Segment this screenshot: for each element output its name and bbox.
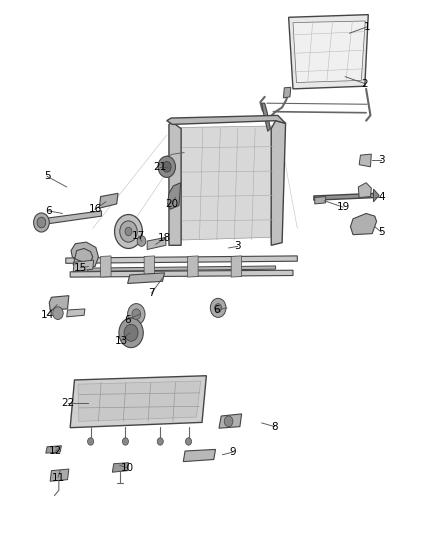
Circle shape bbox=[157, 438, 163, 445]
Polygon shape bbox=[184, 449, 215, 462]
Text: 16: 16 bbox=[88, 204, 102, 214]
Text: 11: 11 bbox=[51, 473, 64, 482]
Polygon shape bbox=[169, 122, 181, 245]
Polygon shape bbox=[39, 211, 102, 225]
Text: 7: 7 bbox=[148, 288, 155, 298]
Text: 1: 1 bbox=[364, 22, 370, 32]
Polygon shape bbox=[187, 256, 198, 277]
Circle shape bbox=[37, 217, 46, 228]
Polygon shape bbox=[70, 376, 206, 427]
Text: 2: 2 bbox=[361, 78, 368, 88]
Polygon shape bbox=[50, 469, 69, 481]
Polygon shape bbox=[78, 381, 201, 421]
Polygon shape bbox=[358, 183, 371, 198]
Polygon shape bbox=[113, 463, 128, 472]
Polygon shape bbox=[173, 126, 274, 240]
Polygon shape bbox=[49, 296, 69, 310]
Text: 20: 20 bbox=[166, 199, 179, 209]
Polygon shape bbox=[167, 115, 286, 124]
Text: 3: 3 bbox=[378, 156, 385, 165]
Circle shape bbox=[158, 156, 176, 177]
Circle shape bbox=[215, 304, 222, 312]
Polygon shape bbox=[168, 183, 181, 209]
Polygon shape bbox=[314, 193, 375, 200]
Polygon shape bbox=[374, 189, 379, 202]
Text: 13: 13 bbox=[114, 336, 128, 346]
Polygon shape bbox=[359, 154, 371, 167]
Polygon shape bbox=[283, 87, 291, 98]
Circle shape bbox=[210, 298, 226, 317]
Text: 6: 6 bbox=[45, 206, 52, 216]
Text: 5: 5 bbox=[44, 172, 50, 181]
Polygon shape bbox=[293, 21, 365, 83]
Circle shape bbox=[137, 236, 146, 246]
Text: 10: 10 bbox=[121, 463, 134, 473]
Text: 22: 22 bbox=[61, 398, 74, 408]
Polygon shape bbox=[147, 237, 166, 249]
Text: 21: 21 bbox=[154, 162, 167, 172]
Polygon shape bbox=[66, 256, 297, 263]
Polygon shape bbox=[144, 256, 155, 277]
Text: 19: 19 bbox=[336, 202, 350, 212]
Text: 12: 12 bbox=[49, 446, 63, 456]
Circle shape bbox=[132, 309, 141, 319]
Text: 5: 5 bbox=[378, 227, 385, 237]
Circle shape bbox=[124, 324, 138, 341]
Polygon shape bbox=[67, 309, 85, 317]
Polygon shape bbox=[70, 270, 293, 277]
Text: 6: 6 bbox=[124, 314, 131, 325]
Polygon shape bbox=[271, 120, 286, 245]
Polygon shape bbox=[127, 273, 165, 284]
Polygon shape bbox=[71, 242, 99, 269]
Circle shape bbox=[34, 213, 49, 232]
Polygon shape bbox=[261, 103, 270, 131]
Polygon shape bbox=[315, 197, 325, 204]
Text: 6: 6 bbox=[213, 305, 220, 315]
Text: 8: 8 bbox=[272, 422, 278, 432]
Circle shape bbox=[224, 416, 233, 426]
Polygon shape bbox=[350, 214, 377, 235]
Circle shape bbox=[88, 438, 94, 445]
Text: 15: 15 bbox=[74, 263, 87, 272]
Polygon shape bbox=[101, 256, 111, 277]
Text: 4: 4 bbox=[378, 191, 385, 201]
Circle shape bbox=[127, 304, 145, 325]
Circle shape bbox=[53, 307, 63, 319]
Circle shape bbox=[115, 215, 142, 248]
Circle shape bbox=[122, 438, 128, 445]
Polygon shape bbox=[73, 260, 94, 272]
Polygon shape bbox=[289, 14, 368, 89]
Polygon shape bbox=[88, 266, 276, 271]
Polygon shape bbox=[231, 256, 242, 277]
Text: 9: 9 bbox=[230, 447, 236, 457]
Polygon shape bbox=[99, 193, 118, 208]
Text: 18: 18 bbox=[158, 233, 171, 244]
Circle shape bbox=[162, 161, 171, 172]
Circle shape bbox=[120, 221, 137, 242]
Polygon shape bbox=[46, 446, 61, 453]
Circle shape bbox=[125, 227, 132, 236]
Polygon shape bbox=[219, 414, 242, 428]
Circle shape bbox=[185, 438, 191, 445]
Text: 14: 14 bbox=[40, 310, 54, 320]
Text: 3: 3 bbox=[234, 241, 241, 252]
Text: 17: 17 bbox=[132, 231, 145, 241]
Circle shape bbox=[119, 318, 143, 348]
